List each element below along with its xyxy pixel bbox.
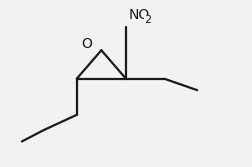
Text: O: O (81, 37, 92, 51)
Text: NO: NO (129, 8, 150, 22)
Text: 2: 2 (144, 15, 151, 25)
